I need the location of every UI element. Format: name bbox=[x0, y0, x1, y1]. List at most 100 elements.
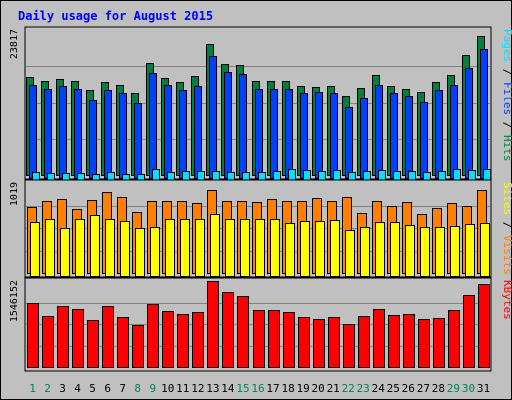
x-tick-label: 29 bbox=[447, 382, 460, 395]
bar-files bbox=[89, 100, 97, 179]
x-tick-label: 20 bbox=[311, 382, 324, 395]
bar-sites bbox=[150, 227, 160, 277]
x-tick-label: 31 bbox=[477, 382, 490, 395]
bar-kbytes bbox=[313, 319, 325, 368]
bar-kbytes bbox=[463, 295, 475, 368]
bar-files bbox=[104, 90, 112, 179]
bar-sites bbox=[435, 227, 445, 277]
bar-sites bbox=[315, 221, 325, 277]
bar-files bbox=[149, 73, 157, 179]
bar-kbytes bbox=[207, 281, 219, 368]
bar-kbytes bbox=[343, 324, 355, 368]
x-tick-label: 13 bbox=[206, 382, 219, 395]
bar-kbytes bbox=[253, 310, 265, 368]
y-max-label: 1546152 bbox=[9, 280, 20, 322]
bar-sites bbox=[165, 219, 175, 277]
x-tick-label: 7 bbox=[119, 382, 126, 395]
bar-files bbox=[179, 90, 187, 179]
bar-files bbox=[270, 89, 278, 179]
bar-kbytes bbox=[177, 314, 189, 368]
bar-files bbox=[465, 68, 473, 179]
x-tick-label: 30 bbox=[462, 382, 475, 395]
bar-sites bbox=[225, 219, 235, 277]
bar-kbytes bbox=[72, 309, 84, 368]
bar-kbytes bbox=[87, 320, 99, 368]
bar-sites bbox=[405, 225, 415, 277]
bar-kbytes bbox=[298, 317, 310, 368]
x-tick-label: 21 bbox=[327, 382, 340, 395]
panel-hits: 23817 Pages / Files / Hits bbox=[9, 26, 512, 182]
legend-entry: Files bbox=[501, 75, 512, 115]
bar-sites bbox=[345, 230, 355, 277]
bar-sites bbox=[270, 219, 280, 277]
x-tick-label: 11 bbox=[176, 382, 189, 395]
bar-files bbox=[255, 89, 263, 179]
legend-visits: Sites / Visits bbox=[501, 182, 512, 275]
bar-files bbox=[345, 107, 353, 179]
bar-kbytes bbox=[283, 312, 295, 368]
bar-kbytes bbox=[102, 306, 114, 368]
bar-files bbox=[300, 93, 308, 179]
bar-sites bbox=[60, 228, 70, 277]
bar-sites bbox=[285, 223, 295, 277]
bar-sites bbox=[90, 215, 100, 277]
series-files bbox=[29, 49, 488, 179]
bar-sites bbox=[75, 219, 85, 277]
bar-files bbox=[194, 86, 202, 179]
bar-files bbox=[405, 96, 413, 179]
bar-sites bbox=[210, 214, 220, 277]
bar-files bbox=[59, 86, 67, 179]
x-tick-label: 15 bbox=[236, 382, 249, 395]
legend-kbytes: KBytes bbox=[501, 280, 512, 320]
x-tick-label: 2 bbox=[44, 382, 51, 395]
x-axis-labels: 1 2 3 4 5 6 7 8 9 10 11 12 13 14 15 16 17 18 19 20 21 22 23 24 2… bbox=[29, 382, 490, 395]
bar-kbytes bbox=[448, 310, 460, 368]
bar-kbytes bbox=[57, 306, 69, 368]
bar-kbytes bbox=[237, 296, 249, 368]
bar-kbytes bbox=[132, 325, 144, 368]
bar-kbytes bbox=[373, 309, 385, 368]
bar-files bbox=[239, 74, 247, 179]
legend-entry: KBytes bbox=[501, 280, 512, 320]
bar-kbytes bbox=[147, 304, 159, 368]
bar-sites bbox=[390, 222, 400, 277]
x-tick-label: 8 bbox=[134, 382, 141, 395]
bar-sites bbox=[465, 224, 475, 277]
bar-kbytes bbox=[433, 318, 445, 368]
legend-entry: Pages bbox=[501, 29, 512, 62]
legend-entry: / bbox=[501, 215, 512, 228]
bar-sites bbox=[135, 228, 145, 277]
bar-files bbox=[224, 72, 232, 179]
bar-sites bbox=[120, 221, 130, 277]
x-tick-label: 4 bbox=[74, 382, 81, 395]
bar-kbytes bbox=[478, 284, 490, 368]
bar-sites bbox=[330, 220, 340, 277]
bar-sites bbox=[180, 219, 190, 277]
y-max-label: 1019 bbox=[9, 182, 20, 206]
bar-files bbox=[209, 56, 217, 179]
panel-kbytes: 1546152 KBytes bbox=[9, 277, 512, 372]
bar-kbytes bbox=[162, 311, 174, 368]
bar-files bbox=[44, 89, 52, 179]
bar-sites bbox=[420, 227, 430, 277]
bar-sites bbox=[105, 219, 115, 277]
bar-sites bbox=[480, 223, 490, 277]
bar-files bbox=[330, 93, 338, 179]
bar-sites bbox=[255, 219, 265, 277]
x-tick-label: 14 bbox=[221, 382, 235, 395]
bar-files bbox=[480, 49, 488, 179]
x-tick-label: 26 bbox=[402, 382, 415, 395]
bar-files bbox=[29, 85, 37, 179]
legend-hits: Pages / Files / Hits bbox=[501, 29, 512, 162]
bar-files bbox=[435, 90, 443, 179]
panel-visits: 1019 Sites / Visits bbox=[9, 179, 512, 278]
chart-title: Daily usage for August 2015 bbox=[18, 9, 213, 23]
bar-sites bbox=[300, 221, 310, 277]
x-tick-label: 18 bbox=[281, 382, 294, 395]
series-kbytes bbox=[27, 281, 490, 368]
bar-files bbox=[360, 98, 368, 179]
bar-kbytes bbox=[328, 317, 340, 368]
bar-kbytes bbox=[222, 292, 234, 368]
bar-files bbox=[315, 92, 323, 179]
